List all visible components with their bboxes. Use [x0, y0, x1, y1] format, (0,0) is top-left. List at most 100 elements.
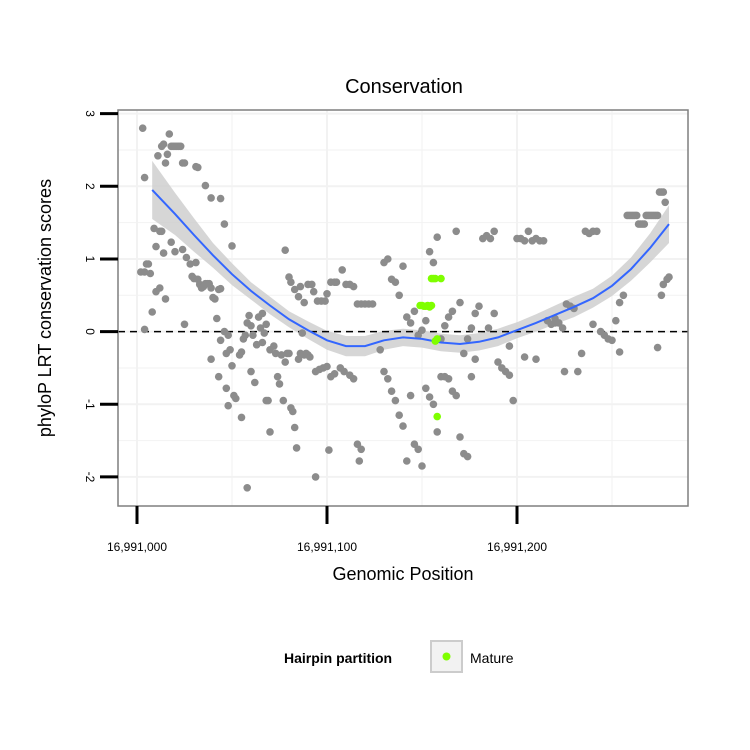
mature-point [431, 274, 440, 283]
data-point [395, 411, 404, 420]
data-point [433, 233, 442, 241]
data-point [201, 181, 210, 190]
data-point [167, 238, 175, 246]
y-axis: -2 -1 0 1 2 3 [83, 110, 118, 483]
data-point [619, 291, 628, 300]
data-point [216, 284, 225, 293]
confidence-band [152, 160, 669, 357]
data-point [163, 150, 172, 159]
data-point [251, 378, 259, 387]
data-point [418, 462, 426, 470]
data-point [308, 280, 316, 289]
data-point [306, 353, 314, 361]
data-point [182, 253, 191, 262]
data-point [332, 278, 341, 287]
data-point [222, 384, 231, 393]
chart-title: Conservation [345, 76, 463, 98]
data-point [148, 308, 156, 316]
data-point [494, 358, 502, 366]
data-point [194, 163, 202, 172]
data-point [289, 407, 297, 416]
data-point [418, 326, 426, 335]
data-point [661, 198, 669, 207]
data-point [509, 396, 517, 405]
y-tick-label: 1 [83, 256, 97, 263]
data-point [192, 258, 200, 267]
data-point [410, 307, 419, 316]
data-point [245, 311, 253, 320]
data-point [452, 227, 461, 236]
data-point [230, 391, 238, 400]
data-point [228, 242, 236, 250]
panel-border [117, 109, 689, 507]
data-point [551, 319, 559, 327]
legend-label-mature: Mature [470, 650, 514, 666]
data-point [467, 324, 476, 332]
data-point [471, 355, 480, 364]
data-point [237, 413, 246, 422]
data-point [243, 484, 251, 492]
data-point [433, 428, 442, 436]
x-axis-title: Genomic Position [332, 564, 473, 584]
data-point [399, 422, 407, 430]
data-point [159, 249, 168, 257]
data-point [574, 367, 582, 376]
data-point [273, 372, 282, 381]
data-point [237, 348, 246, 356]
data-point [376, 346, 385, 354]
data-point [211, 295, 219, 303]
data-point [156, 284, 164, 292]
data-point [138, 124, 147, 132]
mature-point [433, 412, 442, 421]
data-point [532, 355, 540, 364]
data-point [657, 291, 666, 300]
data-point [659, 188, 668, 196]
data-point [154, 152, 162, 160]
data-point [277, 351, 286, 359]
data-point [150, 224, 158, 233]
data-point [403, 457, 411, 465]
x-axis: 16,991,000 16,991,100 16,991,200 [107, 506, 547, 554]
data-point [296, 282, 305, 291]
data-point [300, 298, 309, 307]
data-point [186, 260, 194, 268]
data-point [323, 362, 331, 371]
data-point [292, 444, 301, 452]
data-point [349, 375, 358, 383]
x-tick-label: 16,991,200 [487, 540, 547, 554]
data-point [224, 331, 232, 340]
data-point [384, 255, 392, 263]
data-point [281, 358, 290, 366]
data-point [287, 278, 295, 287]
data-point [338, 266, 347, 274]
data-point [490, 309, 499, 318]
data-point [294, 355, 303, 364]
data-point [216, 336, 225, 345]
data-point [271, 349, 280, 358]
data-point [463, 335, 472, 343]
data-point [311, 473, 320, 481]
data-point [357, 445, 366, 454]
y-tick-label: 0 [83, 328, 97, 335]
data-point [615, 348, 624, 356]
data-point [290, 285, 299, 294]
y-axis-title: phyloP LRT conservation scores [35, 179, 55, 437]
data-point [252, 340, 261, 349]
data-point [558, 324, 567, 332]
data-point [539, 237, 548, 245]
data-point [653, 211, 662, 220]
data-point [425, 247, 434, 256]
data-point [298, 329, 307, 337]
data-point [180, 159, 189, 167]
data-point [406, 391, 415, 400]
data-point [632, 211, 641, 220]
data-point [275, 380, 284, 388]
data-point [340, 367, 348, 376]
data-point [321, 297, 329, 305]
data-point [226, 346, 234, 354]
legend-title: Hairpin partition [284, 650, 392, 666]
data-point [349, 282, 358, 291]
data-point [653, 343, 662, 352]
data-point [425, 393, 434, 401]
